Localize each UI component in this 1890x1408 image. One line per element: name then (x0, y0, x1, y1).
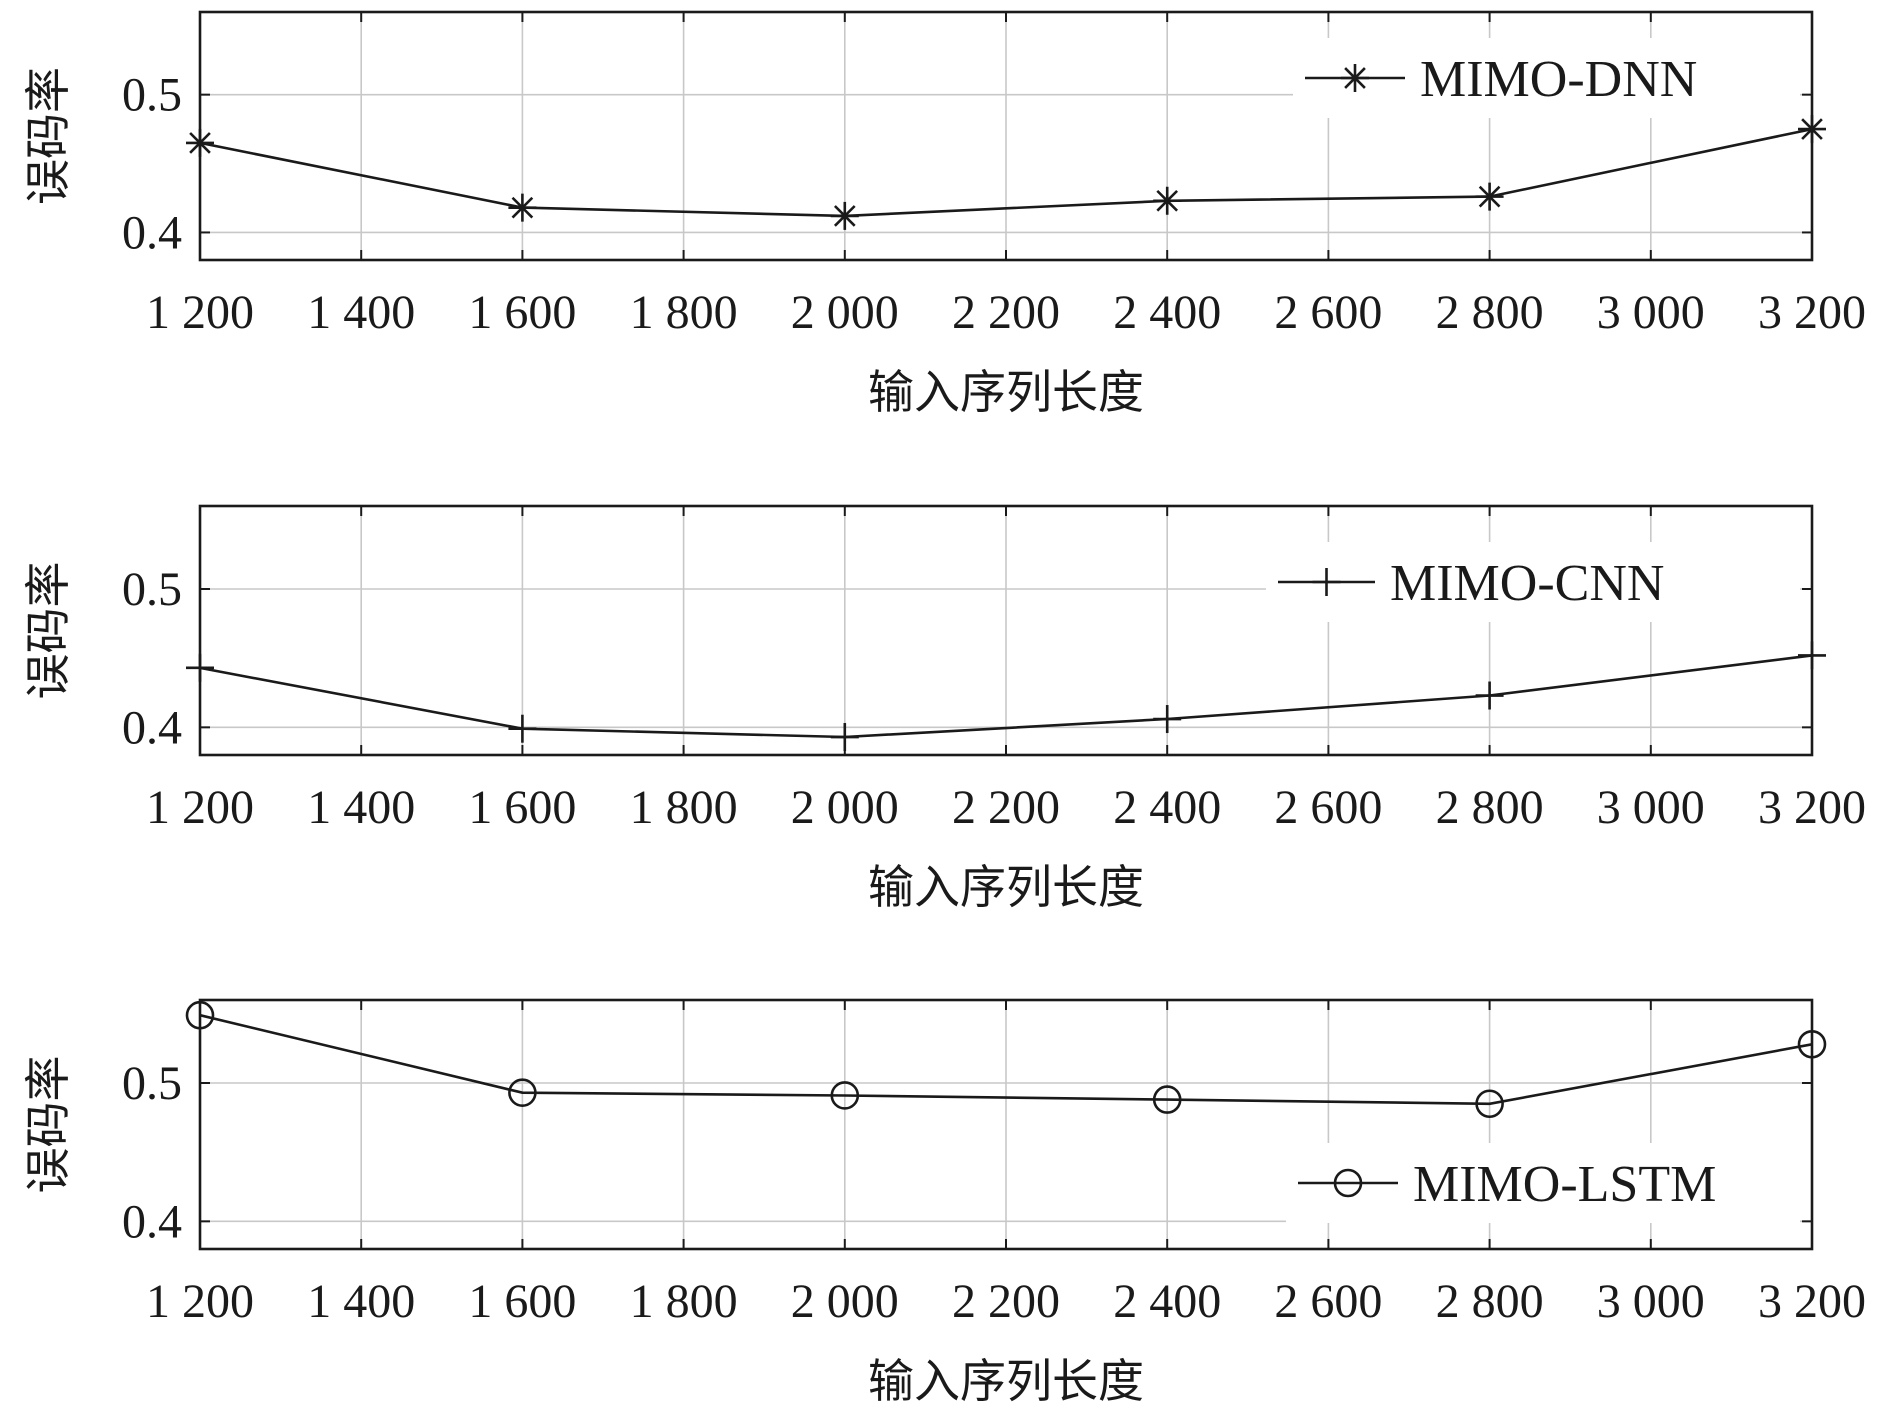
x-tick-label: 2 800 (1436, 286, 1544, 339)
legend-label: MIMO-DNN (1420, 51, 1697, 108)
series-line (199, 654, 1813, 739)
data-point (1152, 1085, 1182, 1114)
legend: MIMO-CNN (1266, 542, 1800, 622)
data-point (508, 193, 537, 222)
x-tick-label: 1 600 (468, 1275, 576, 1328)
data-point (1475, 182, 1504, 211)
data-point-d2 (1478, 185, 1501, 208)
x-tick-label: 3 000 (1597, 1275, 1705, 1328)
series-line (199, 127, 1813, 218)
data-point-d2 (1156, 189, 1179, 212)
x-tick-label: 1 200 (146, 1275, 254, 1328)
x-tick-label: 1 800 (630, 1275, 738, 1328)
x-tick-label: 1 400 (307, 781, 415, 834)
legend: MIMO-LSTM (1286, 1143, 1800, 1223)
x-tick-label: 3 000 (1597, 286, 1705, 339)
x-tick-label: 2 600 (1274, 1275, 1382, 1328)
data-point (185, 1000, 215, 1030)
plot-frame (198, 998, 1814, 1251)
x-tick-label: 1 200 (146, 781, 254, 834)
data-point (186, 653, 214, 682)
legend-label: MIMO-LSTM (1413, 1156, 1716, 1213)
x-tick-label: 1 400 (307, 1275, 415, 1328)
x-axis-label: 输入序列长度 (868, 365, 1144, 419)
data-point (1475, 681, 1504, 710)
y-axis-label: 误码率 (21, 1056, 75, 1194)
x-tick-label: 2 600 (1274, 781, 1382, 834)
series-line (199, 1013, 1813, 1106)
plot-frame (198, 504, 1814, 757)
x-tick-label: 2 400 (1113, 781, 1221, 834)
data-point (830, 201, 859, 230)
data-point (186, 128, 214, 157)
x-tick-label: 1 800 (630, 781, 738, 834)
x-tick-label: 1 400 (307, 286, 415, 339)
y-tick-label: 0.5 (122, 69, 182, 122)
data-point (1153, 705, 1182, 734)
x-tick-label: 1 600 (468, 286, 576, 339)
data-point (1798, 641, 1826, 670)
y-tick-label: 0.4 (122, 701, 182, 754)
data-point-d2 (1801, 118, 1823, 140)
y-axis-label: 误码率 (21, 562, 75, 700)
x-axis-label: 输入序列长度 (868, 1354, 1144, 1408)
y-tick-label: 0.4 (122, 1195, 182, 1248)
x-axis-label: 输入序列长度 (868, 860, 1144, 914)
x-tick-label: 2 200 (952, 1275, 1060, 1328)
y-tick-label: 0.5 (122, 563, 182, 616)
legend: MIMO-DNN (1293, 38, 1800, 118)
x-tick-label: 1 200 (146, 286, 254, 339)
chart-1: 1 200 1 400 1 600 1 800 2 000 2 200 2 400 2 600… (21, 10, 1866, 419)
x-tick-label: 2 000 (791, 286, 899, 339)
x-tick-label: 2 400 (1113, 286, 1221, 339)
chart-2: 1 200 1 400 1 600 1 800 2 000 2 200 2 400 2 600… (21, 504, 1866, 914)
data-point-d2 (833, 205, 856, 227)
x-tick-label: 2 800 (1436, 781, 1544, 834)
data-point (830, 1081, 860, 1110)
data-point (1475, 1089, 1504, 1119)
data-point-d2 (189, 132, 211, 154)
legend-marker (1312, 568, 1341, 596)
y-axis-label: 误码率 (21, 67, 75, 205)
x-tick-label: 2 000 (791, 781, 899, 834)
data-point (830, 723, 859, 752)
data-point (1797, 1029, 1827, 1059)
x-tick-label: 2 600 (1274, 286, 1382, 339)
y-tick-label: 0.4 (122, 206, 182, 259)
data-point (1798, 115, 1826, 144)
data-point (1153, 186, 1182, 215)
x-tick-label: 3 200 (1758, 1275, 1866, 1328)
legend-label: MIMO-CNN (1390, 555, 1664, 612)
chart-3: 1 200 1 400 1 600 1 800 2 000 2 200 2 400 2 600… (21, 998, 1866, 1408)
x-tick-label: 3 200 (1758, 781, 1866, 834)
y-tick-label: 0.5 (122, 1057, 182, 1110)
legend-marker (1333, 1168, 1363, 1198)
data-point (508, 714, 537, 743)
x-tick-label: 2 200 (952, 286, 1060, 339)
data-point-d2 (511, 196, 534, 219)
legend-marker-d2 (1344, 67, 1366, 89)
x-tick-label: 2 200 (952, 781, 1060, 834)
x-tick-label: 2 000 (791, 1275, 899, 1328)
x-tick-label: 3 000 (1597, 781, 1705, 834)
x-tick-label: 1 800 (630, 286, 738, 339)
x-tick-label: 2 400 (1113, 1275, 1221, 1328)
x-tick-label: 1 600 (468, 781, 576, 834)
x-tick-label: 2 800 (1436, 1275, 1544, 1328)
data-point (508, 1078, 537, 1107)
x-tick-label: 3 200 (1758, 286, 1866, 339)
legend-marker (1341, 64, 1369, 92)
